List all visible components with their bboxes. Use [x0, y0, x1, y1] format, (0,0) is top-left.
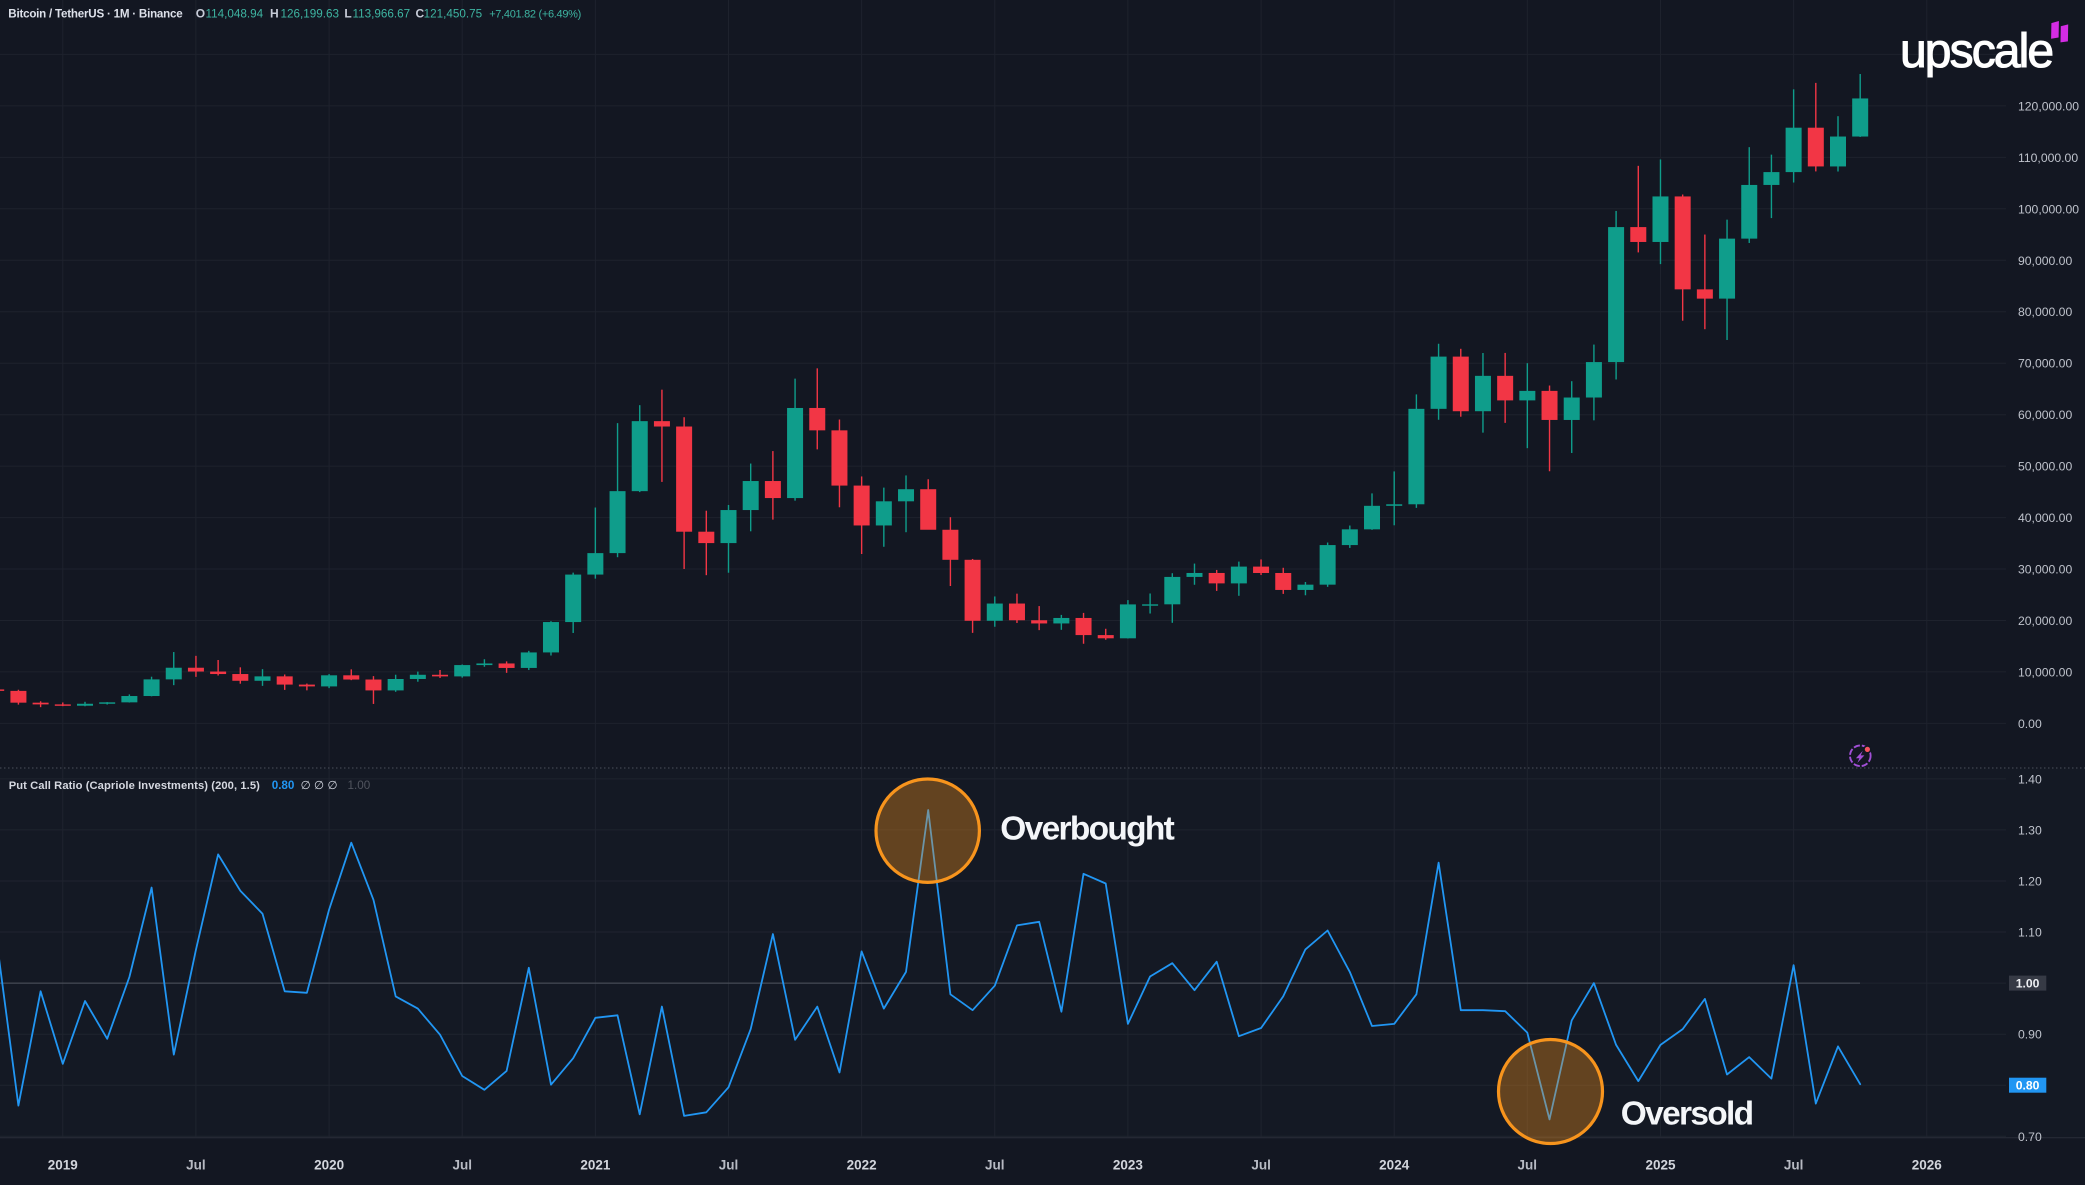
svg-text:2020: 2020	[314, 1158, 344, 1173]
svg-text:Jul: Jul	[186, 1158, 206, 1173]
svg-text:C: C	[416, 7, 425, 21]
svg-text:60,000.00: 60,000.00	[2018, 408, 2072, 422]
svg-text:120,000.00: 120,000.00	[2018, 99, 2079, 113]
svg-text:2023: 2023	[1113, 1158, 1144, 1173]
svg-text:H: H	[270, 7, 279, 21]
svg-text:2024: 2024	[1379, 1158, 1410, 1173]
svg-text:Jul: Jul	[452, 1158, 472, 1173]
svg-text:1.30: 1.30	[2018, 823, 2042, 837]
svg-text:2026: 2026	[1912, 1158, 1943, 1173]
svg-text:Jul: Jul	[985, 1158, 1005, 1173]
svg-text:80,000.00: 80,000.00	[2018, 305, 2072, 319]
svg-text:Jul: Jul	[1518, 1158, 1538, 1173]
svg-text:1.20: 1.20	[2018, 875, 2042, 889]
svg-text:90,000.00: 90,000.00	[2018, 254, 2072, 268]
svg-text:2019: 2019	[48, 1158, 78, 1173]
svg-text:121,450.75: 121,450.75	[424, 8, 483, 21]
svg-text:0.90: 0.90	[2018, 1028, 2042, 1042]
svg-text:1.00: 1.00	[2016, 977, 2040, 991]
svg-text:Bitcoin / TetherUS · 1M · Bina: Bitcoin / TetherUS · 1M · Binance	[8, 8, 183, 21]
svg-text:20,000.00: 20,000.00	[2018, 614, 2072, 628]
svg-text:+7,401.82 (+6.49%): +7,401.82 (+6.49%)	[489, 9, 581, 21]
svg-text:O: O	[196, 7, 205, 21]
svg-text:Jul: Jul	[1784, 1158, 1804, 1173]
svg-text:Put Call Ratio (Capriole Inves: Put Call Ratio (Capriole Investments) (2…	[9, 780, 260, 792]
svg-text:70,000.00: 70,000.00	[2018, 357, 2072, 371]
svg-text:0.70: 0.70	[2018, 1130, 2042, 1144]
svg-text:10,000.00: 10,000.00	[2018, 665, 2072, 679]
svg-text:1.10: 1.10	[2018, 926, 2042, 940]
svg-text:Overbought: Overbought	[1000, 811, 1174, 848]
svg-text:L: L	[344, 7, 351, 21]
svg-text:Jul: Jul	[1251, 1158, 1271, 1173]
svg-text:1.40: 1.40	[2018, 772, 2042, 786]
svg-text:126,199.63: 126,199.63	[281, 8, 340, 21]
svg-text:30,000.00: 30,000.00	[2018, 563, 2072, 577]
svg-text:Jul: Jul	[719, 1158, 739, 1173]
svg-text:50,000.00: 50,000.00	[2018, 460, 2072, 474]
svg-text:2025: 2025	[1645, 1158, 1676, 1173]
svg-text:0.80: 0.80	[272, 779, 295, 792]
svg-text:2021: 2021	[580, 1158, 611, 1173]
svg-text:upscale: upscale	[1900, 25, 2052, 78]
svg-text:113,966.67: 113,966.67	[353, 8, 411, 21]
svg-text:40,000.00: 40,000.00	[2018, 511, 2072, 525]
svg-text:0.80: 0.80	[2016, 1079, 2040, 1093]
svg-text:100,000.00: 100,000.00	[2018, 202, 2079, 216]
svg-text:110,000.00: 110,000.00	[2018, 151, 2078, 165]
svg-text:1.00: 1.00	[348, 779, 371, 792]
svg-text:114,048.94: 114,048.94	[206, 8, 264, 21]
svg-text:Oversold: Oversold	[1621, 1096, 1753, 1133]
svg-text:0.00: 0.00	[2018, 717, 2042, 731]
svg-text:∅ ∅ ∅: ∅ ∅ ∅	[301, 779, 338, 792]
svg-text:2022: 2022	[847, 1158, 877, 1173]
